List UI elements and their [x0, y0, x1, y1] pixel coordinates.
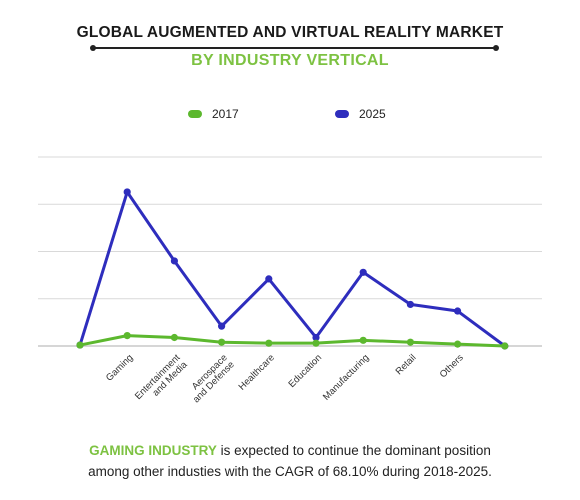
data-point-2017-7	[406, 338, 414, 346]
legend-item-2025: 2025	[335, 107, 386, 121]
x-tick-label: Retail	[394, 352, 419, 377]
x-tick-label: Others	[438, 352, 466, 380]
data-point-2025-2	[170, 257, 178, 265]
x-tick-label: Healthcare	[237, 352, 277, 392]
x-tick-label-line: Gaming	[104, 352, 135, 383]
underline-dot-right	[493, 45, 499, 51]
data-point-2017-2	[170, 333, 178, 342]
data-point-2025-5	[312, 333, 320, 342]
data-point-2017-0	[76, 341, 84, 349]
footer-line-1-text: is expected to continue the dominant pos…	[216, 443, 491, 458]
legend-swatch-2025	[335, 110, 349, 118]
x-tick-label: Manufacturing	[321, 352, 371, 402]
legend-item-2017: 2017	[188, 107, 239, 121]
data-point-2017-1	[123, 332, 131, 340]
data-point-2025-3	[218, 322, 226, 330]
data-point-2017-8	[454, 340, 462, 348]
legend-swatch-2017	[188, 110, 202, 118]
data-point-2025-4	[265, 275, 273, 283]
underline-dot-left	[90, 45, 96, 51]
series-line-2017	[78, 334, 507, 348]
footer-note: GAMING INDUSTRY is expected to continue …	[0, 440, 580, 482]
x-tick-label: Education	[286, 352, 324, 390]
footer-line-2: among other industies with the CAGR of 6…	[88, 464, 492, 479]
legend-label-2025: 2025	[359, 107, 386, 121]
x-tick-label-line: Others	[438, 352, 466, 380]
x-tick-label: Aerospaceand Defense	[184, 352, 237, 405]
x-tick-label-line: Retail	[394, 352, 419, 377]
footer-line-1: GAMING INDUSTRY is expected to continue …	[0, 440, 580, 461]
data-point-2017-6	[359, 336, 367, 344]
data-point-2025-7	[406, 300, 414, 309]
data-point-2017-3	[218, 338, 226, 346]
series-line-2025	[78, 190, 507, 348]
data-point-2017-4	[265, 339, 273, 347]
x-tick-label-line: Education	[286, 352, 324, 390]
chart-subtitle: BY INDUSTRY VERTICAL	[191, 52, 389, 69]
data-point-2025-8	[454, 307, 462, 315]
chart-title: GLOBAL AUGMENTED AND VIRTUAL REALITY MAR…	[76, 24, 504, 41]
footer-highlight: GAMING INDUSTRY	[89, 443, 217, 458]
data-point-2025-1	[123, 188, 131, 196]
x-tick-label-line: Healthcare	[237, 352, 277, 392]
x-tick-label: Gaming	[104, 352, 135, 383]
x-tick-label-line: Manufacturing	[321, 352, 371, 402]
data-point-2017-5	[312, 339, 320, 347]
data-point-2025-6	[359, 268, 367, 276]
legend-label-2017: 2017	[212, 107, 239, 121]
title-underline	[92, 47, 496, 49]
x-tick-label: Entertainmentand Media	[133, 352, 190, 409]
data-point-2017-9	[501, 342, 509, 350]
